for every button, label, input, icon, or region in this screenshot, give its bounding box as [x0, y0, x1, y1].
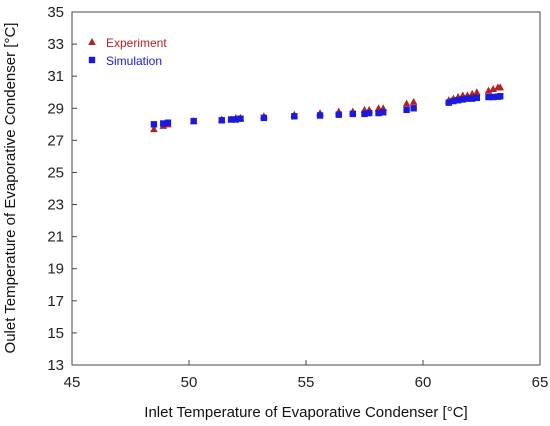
y-axis-title: Oulet Temperature of Evaporative Condens…	[2, 23, 19, 354]
y-tick-label: 27	[47, 132, 64, 149]
legend-marker-simulation	[88, 56, 96, 64]
simulation-point	[450, 97, 457, 105]
legend: Experiment Simulation	[88, 36, 167, 68]
y-tick-label: 29	[47, 100, 64, 117]
simulation-point	[410, 105, 417, 112]
simulation-point	[260, 114, 268, 122]
simulation-point	[464, 95, 471, 102]
simulation-point	[160, 120, 167, 127]
plot-frame	[71, 11, 541, 366]
legend-label-experiment: Experiment	[106, 36, 167, 50]
simulation-point	[190, 117, 197, 125]
y-tick-label: 31	[47, 68, 64, 85]
simulation-point	[468, 95, 476, 102]
y-tick-label: 19	[47, 261, 64, 278]
x-tick-label: 45	[64, 374, 81, 391]
simulation-point	[485, 93, 492, 101]
x-tick-label: 65	[532, 374, 549, 391]
simulation-point	[403, 106, 410, 114]
simulation-point	[365, 109, 373, 117]
experiment-point	[473, 88, 481, 96]
legend-label-simulation: Simulation	[106, 54, 162, 68]
experiment-point	[409, 97, 418, 105]
y-tick-label: 35	[47, 4, 64, 21]
y-tick-label: 15	[47, 325, 64, 342]
simulation-point	[349, 110, 356, 118]
simulation-point	[459, 96, 466, 103]
simulation-point	[164, 119, 172, 126]
simulation-point	[237, 115, 244, 122]
simulation-point	[361, 110, 368, 118]
simulation-point	[380, 109, 387, 116]
y-tick-label: 33	[47, 36, 64, 53]
experiment-point	[402, 99, 411, 107]
experiment-point	[496, 83, 505, 91]
x-tick-label: 50	[181, 374, 198, 391]
y-tick-label: 13	[47, 357, 64, 374]
legend-markers	[88, 38, 96, 64]
simulation-point	[218, 117, 225, 124]
y-axis-ticks: 13 15 17 19 21 23 25 27 29 31 33 35	[47, 4, 77, 374]
simulation-point	[454, 97, 462, 104]
legend-marker-experiment	[88, 38, 96, 45]
y-tick-label: 23	[47, 197, 64, 214]
simulation-point	[473, 94, 481, 102]
simulation-point	[375, 109, 382, 117]
simulation-point	[445, 99, 452, 106]
simulation-point	[227, 116, 235, 123]
x-axis-ticks: 45 50 55 60 65	[64, 360, 549, 391]
y-tick-label: 21	[47, 229, 64, 246]
x-tick-label: 55	[298, 374, 315, 391]
simulation-point	[490, 93, 497, 101]
simulation-point	[316, 112, 324, 119]
simulation-point	[150, 121, 158, 128]
simulation-point	[335, 111, 342, 118]
simulation-point	[232, 116, 239, 123]
experiment-point	[150, 125, 158, 133]
y-tick-label: 25	[47, 164, 64, 181]
x-axis-title: Inlet Temperature of Evaporative Condens…	[144, 404, 467, 421]
simulation-point	[497, 93, 504, 100]
y-tick-label: 17	[47, 293, 64, 310]
simulation-point	[291, 113, 298, 120]
data-markers	[150, 83, 505, 133]
x-tick-label: 60	[415, 374, 432, 391]
